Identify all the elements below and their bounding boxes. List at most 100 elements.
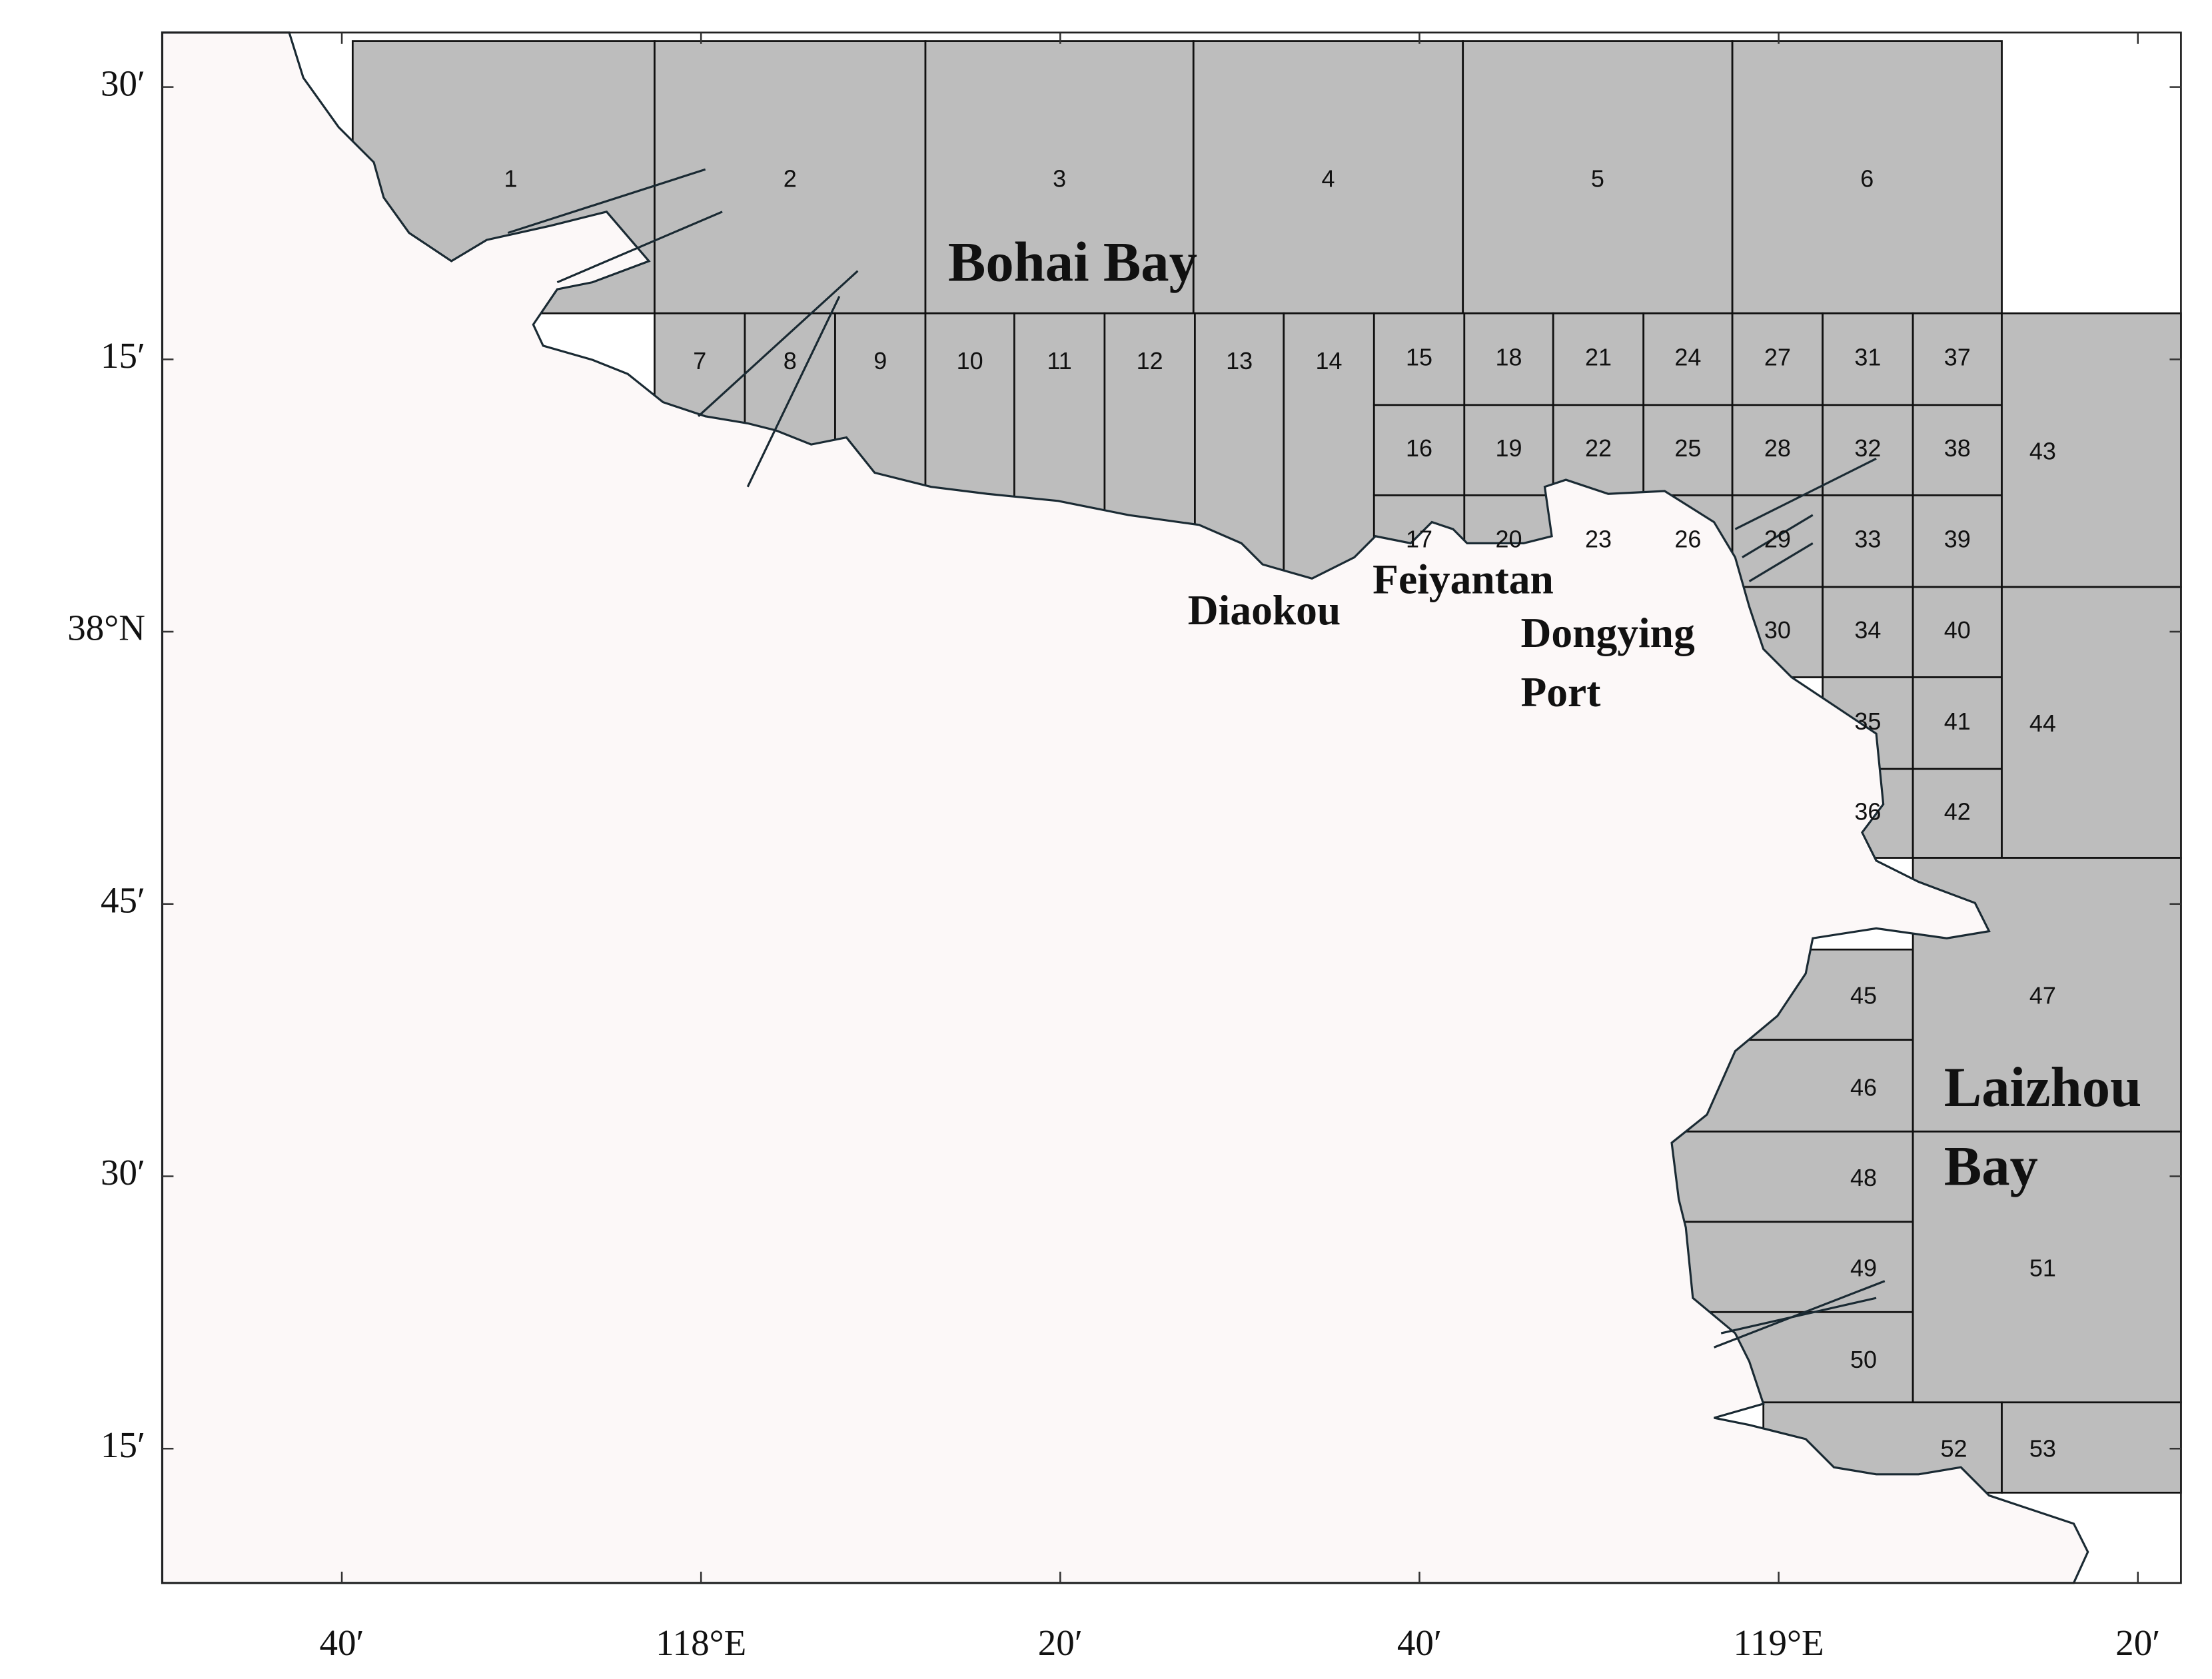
cell-label: 6 [1860,165,1874,193]
grid-cell [1912,494,2003,588]
cell-label: 17 [1406,526,1432,553]
cell-label: 20 [1495,526,1522,553]
cell-label: 4 [1321,165,1335,193]
cell-label: 39 [1944,526,1971,553]
cell-label: 46 [1850,1073,1877,1101]
grid-cell [1912,404,2003,496]
grid-cell [1283,312,1375,594]
place-label: Diaokou [1188,586,1341,634]
cell-label: 47 [2029,982,2056,1009]
cell-label: 14 [1316,347,1343,374]
jetties [507,168,1886,1349]
cell-label: 3 [1053,165,1066,193]
cell-label: 16 [1406,434,1432,462]
cell-label: 22 [1585,434,1612,462]
cell-label: 21 [1585,344,1612,371]
y-tick-label: 38°N [67,608,145,648]
cell-label: 13 [1226,347,1253,374]
cell-label: 5 [1591,165,1604,193]
x-tick-label: 118°E [656,1622,746,1663]
cell-label: 25 [1674,434,1701,462]
cell-label: 43 [2029,437,2056,464]
frame [161,31,2182,1584]
y-tick-label: 45′ [101,879,145,920]
cell-label: 9 [873,347,887,374]
x-tick-label: 40′ [1397,1622,1442,1663]
cell-label: 45 [1850,982,1877,1009]
ticks: 40′ 118°E 20′ 40′ 119°E 20′30′15′38°N45′30′15… [67,32,2181,1663]
cell-label: 40 [1944,616,1971,644]
x-tick-label: 119°E [1734,1622,1824,1663]
cell-label: 11 [1047,347,1071,374]
cell-label: 23 [1585,526,1612,553]
cell-label: 38 [1944,434,1971,462]
grid-cell [2001,312,2182,588]
cell-label: 53 [2029,1434,2056,1462]
x-tick-label: 20′ [1038,1622,1083,1663]
cell-label: 52 [1941,1434,1967,1462]
cell-label: 49 [1850,1254,1877,1281]
grid-cell [1642,312,1734,406]
grid-cell [1373,312,1466,406]
grid-cell [924,40,1195,314]
place-label: Bohai Bay [948,232,1197,294]
grid-cell [2001,1401,2182,1494]
cell-label: 50 [1850,1346,1877,1373]
cell-label: 18 [1495,344,1522,371]
grid-cell [1463,312,1554,406]
cell-label: 42 [1944,798,1971,825]
grid-cell [654,40,927,314]
place-label: Laizhou [1944,1057,2142,1119]
cell-label: 30 [1764,616,1791,644]
grid-cell [2001,586,2182,859]
cell-label: 51 [2029,1254,2056,1281]
cell-label: 7 [693,347,706,374]
place-label: Port [1521,668,1601,716]
place-label: Dongying [1521,609,1695,656]
cell-label: 29 [1764,526,1791,553]
y-tick-label: 15′ [101,335,145,376]
grid-cell [1912,1130,2182,1404]
grid-cell [1192,40,1464,314]
cell-label: 1 [504,165,517,193]
place-label: Feiyantan [1373,556,1554,603]
cell-label: 34 [1854,616,1881,644]
grid-cell [1463,404,1554,496]
cell-label: 28 [1764,434,1791,462]
place-labels: Bohai Bay Diaokou Feiyantan Dongying Port Lai… [948,232,2141,1198]
cell-label: 8 [784,347,797,374]
cell-label: 41 [1944,708,1971,735]
x-tick-label: 20′ [2115,1622,2160,1663]
grid-cells [351,40,2182,1494]
cell-label: 12 [1137,347,1163,374]
cell-label: 33 [1854,526,1881,553]
cell-label: 26 [1674,526,1701,553]
y-tick-label: 30′ [101,1152,145,1193]
land [161,31,2089,1584]
cell-label: 10 [957,347,983,374]
cell-label: 36 [1854,798,1881,825]
cell-label: 44 [2029,710,2056,737]
grid-cell [1642,404,1734,496]
grid-cell [1912,676,2003,770]
cell-label: 31 [1854,344,1881,371]
cell-label: 19 [1495,434,1522,462]
y-tick-label: 15′ [101,1424,145,1465]
cell-label: 32 [1854,434,1881,462]
x-tick-label: 40′ [320,1622,364,1663]
grid-cell [1373,404,1466,496]
cell-label: 35 [1854,708,1881,735]
cell-label: 15 [1406,344,1432,371]
grid-cell [1822,312,1914,406]
cell-label: 2 [784,165,797,193]
grid-cell [1552,312,1645,406]
cell-label: 37 [1944,344,1971,371]
y-tick-label: 30′ [101,63,145,103]
cell-label: 48 [1850,1164,1877,1191]
cell-label: 24 [1674,344,1701,371]
grid-cell [1731,494,1824,588]
place-label: Bay [1944,1136,2038,1198]
cell-labels: 1 2 3 4 5 67 8 9 10 11 12 13 14 151617181920212223242… [504,165,2055,1462]
cell-label: 27 [1764,344,1791,371]
